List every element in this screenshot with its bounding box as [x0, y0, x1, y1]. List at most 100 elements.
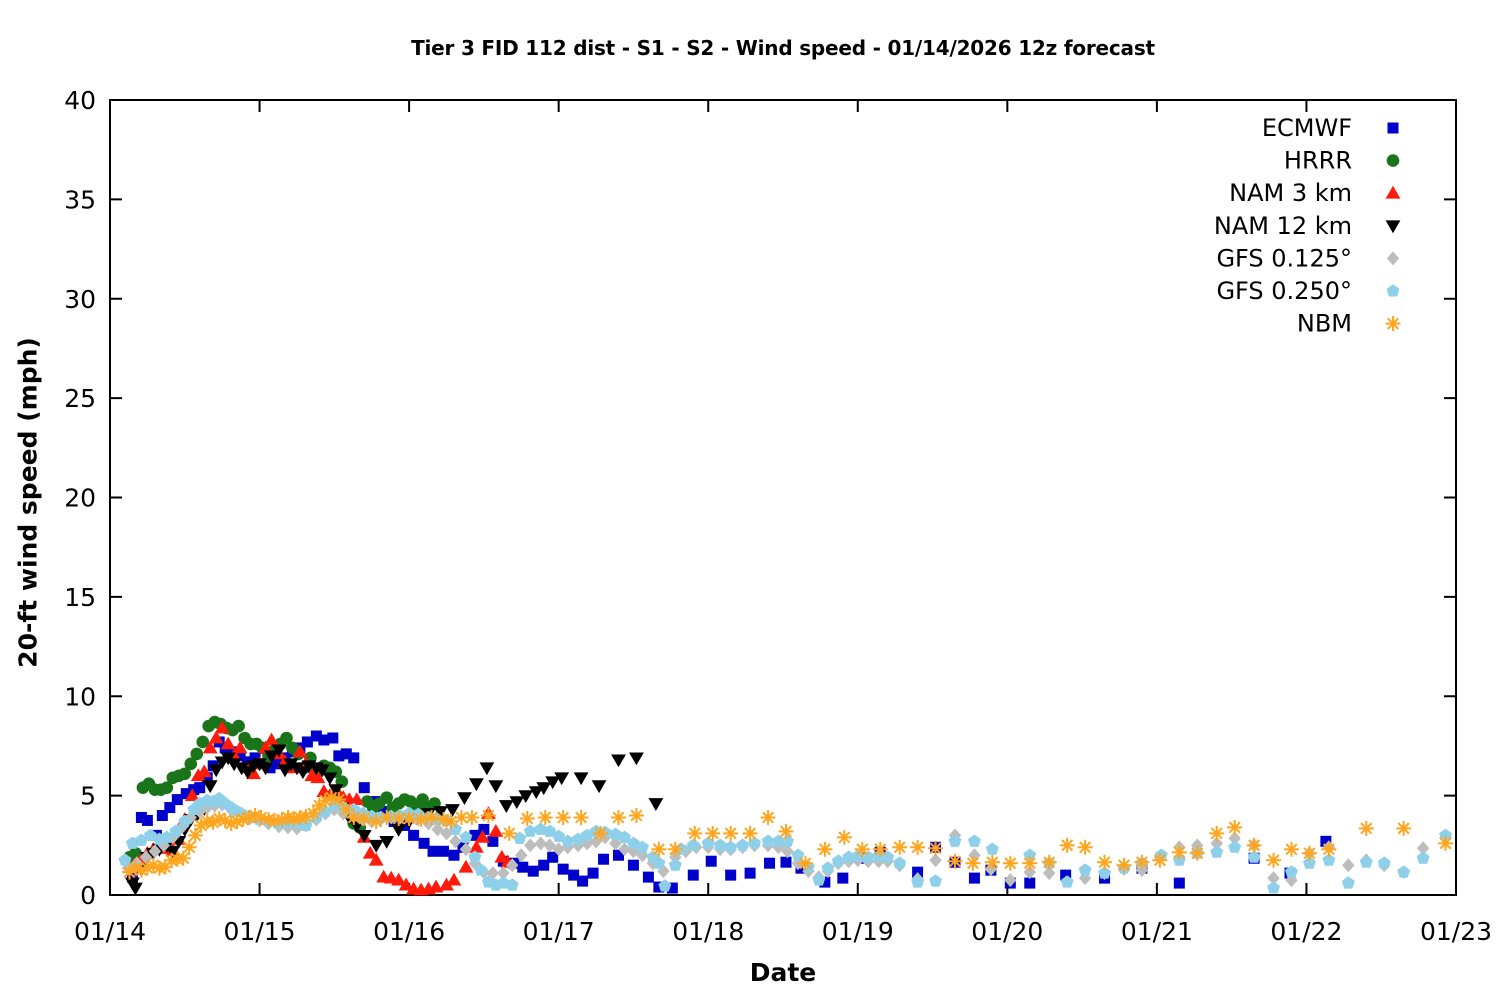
data-point-nbm — [1022, 855, 1038, 871]
asterisk-spoke — [1117, 859, 1130, 872]
data-point-hrrr — [280, 731, 293, 745]
data-point-nam-3-km — [184, 788, 200, 802]
x-tick-label: 01/14 — [74, 917, 146, 946]
data-point-nbm — [1134, 854, 1150, 870]
data-point-nbm — [817, 841, 833, 857]
data-point-gfs-0-125- — [459, 842, 473, 857]
data-point-gfs-0-125- — [1004, 873, 1017, 888]
data-point-gfs-0-250- — [1228, 840, 1242, 853]
data-point-nbm — [1246, 837, 1262, 853]
data-point-nam-12-km — [226, 758, 242, 772]
data-point-nbm — [1396, 820, 1412, 836]
y-tick-label: 40 — [64, 86, 96, 115]
data-point-nam-12-km — [328, 784, 344, 798]
data-point-nbm — [872, 841, 888, 857]
data-point-gfs-0-250- — [967, 834, 981, 847]
legend-marker-circle-icon — [1386, 154, 1400, 167]
data-point-nam-3-km — [469, 839, 484, 853]
data-point-gfs-0-250- — [505, 878, 519, 891]
legend-label-ecmwf: ECMWF — [1262, 114, 1352, 142]
asterisk-spoke — [425, 811, 438, 824]
y-tick-label: 30 — [64, 285, 96, 314]
data-point-nam-12-km — [591, 780, 607, 794]
data-point-nam-12-km — [611, 754, 626, 768]
data-point-ecmwf — [612, 849, 624, 861]
data-point-gfs-0-250- — [1322, 853, 1336, 866]
asterisk-spoke — [929, 842, 942, 855]
data-point-gfs-0-250- — [1302, 856, 1316, 869]
data-point-ecmwf — [487, 835, 499, 847]
y-tick-label: 10 — [64, 682, 96, 711]
y-tick-label: 35 — [64, 185, 96, 214]
data-point-gfs-0-125- — [440, 826, 453, 841]
asterisk-spoke — [911, 841, 924, 854]
data-point-nam-12-km — [554, 772, 570, 786]
data-point-hrrr — [178, 767, 192, 781]
data-point-ecmwf — [201, 772, 213, 784]
y-axis-label: 20-ft wind speed (mph) — [13, 337, 43, 668]
data-point-nbm — [836, 829, 852, 845]
data-point-ecmwf — [598, 853, 610, 865]
data-point-nbm — [480, 808, 496, 823]
data-point-gfs-0-250- — [1060, 875, 1074, 888]
data-point-nam-3-km — [368, 852, 384, 866]
asterisk-spoke — [307, 807, 320, 820]
asterisk-spoke — [1173, 846, 1186, 859]
data-point-nam-12-km — [277, 764, 293, 778]
data-point-gfs-0-250- — [1341, 876, 1355, 889]
data-point-gfs-0-125- — [515, 848, 528, 863]
asterisk-spoke — [1210, 827, 1223, 840]
data-point-gfs-0-125- — [148, 844, 162, 859]
data-point-nbm — [593, 825, 609, 841]
data-point-nam-12-km — [528, 786, 544, 800]
data-point-nbm — [928, 840, 944, 856]
data-point-ecmwf — [340, 748, 352, 760]
data-point-gfs-0-250- — [1359, 855, 1373, 868]
data-point-nam-12-km — [271, 744, 287, 758]
data-point-gfs-0-125- — [552, 842, 565, 857]
data-point-nam-3-km — [258, 740, 273, 754]
data-point-ecmwf — [348, 752, 360, 764]
data-point-gfs-0-250- — [929, 874, 943, 887]
x-tick-label: 01/21 — [1121, 917, 1193, 946]
data-point-nam-12-km — [457, 792, 472, 806]
data-point-nam-12-km — [379, 835, 395, 849]
x-tick-label: 01/23 — [1420, 917, 1492, 946]
asterisk-spoke — [1043, 856, 1056, 869]
data-point-hrrr — [380, 791, 393, 804]
data-point-gfs-0-250- — [449, 822, 462, 835]
data-point-ecmwf — [478, 823, 490, 835]
data-point-gfs-0-250- — [513, 831, 527, 844]
data-point-gfs-0-125- — [1416, 841, 1430, 856]
data-point-gfs-0-250- — [118, 853, 132, 866]
data-point-ecmwf — [744, 867, 756, 879]
asterisk-spoke — [1360, 822, 1373, 835]
data-point-gfs-0-250- — [821, 861, 835, 874]
data-point-ecmwf — [705, 855, 717, 867]
data-point-ecmwf — [587, 867, 599, 879]
data-point-ecmwf — [527, 865, 539, 877]
data-point-ecmwf — [310, 730, 322, 742]
data-point-ecmwf — [1024, 877, 1036, 889]
asterisk-spoke — [189, 829, 202, 842]
data-point-nam-3-km — [458, 859, 474, 873]
data-point-gfs-0-125- — [543, 838, 556, 853]
data-point-ecmwf — [837, 872, 849, 884]
data-point-ecmwf — [171, 794, 183, 806]
data-point-nam-3-km — [264, 732, 279, 746]
data-point-nam-12-km — [518, 790, 534, 804]
data-point-nbm — [1438, 835, 1454, 851]
data-point-ecmwf — [1173, 877, 1185, 889]
data-point-ecmwf — [687, 869, 699, 881]
asterisk-spoke — [612, 811, 625, 824]
data-point-gfs-0-250- — [169, 824, 183, 837]
asterisk-spoke — [669, 843, 682, 856]
data-point-gfs-0-250- — [831, 854, 845, 867]
data-point-ecmwf — [378, 806, 390, 818]
data-point-ecmwf — [448, 849, 460, 861]
data-point-nam-12-km — [648, 798, 664, 811]
data-point-nam-12-km — [545, 776, 561, 790]
data-point-nbm — [1358, 820, 1374, 836]
data-point-nam-3-km — [310, 770, 326, 784]
data-point-nbm — [892, 839, 908, 855]
